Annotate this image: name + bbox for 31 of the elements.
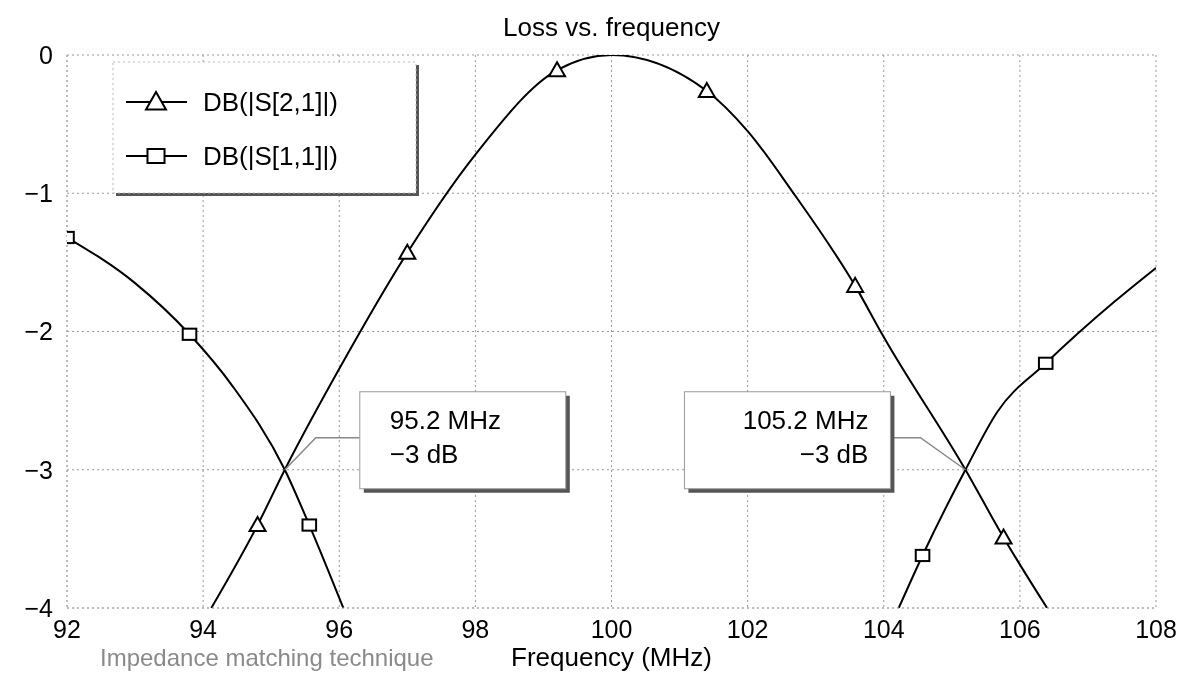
y-tick-label: −1 [24, 179, 53, 208]
chart-title: Loss vs. frequency [503, 12, 720, 42]
x-tick-label: 98 [461, 614, 490, 643]
annotation: 105.2 MHz −3 dB [742, 404, 869, 469]
x-tick-label: 96 [325, 614, 354, 643]
point [301, 518, 318, 532]
x-tick-label: 102 [726, 614, 769, 643]
annotation: 95.2 MHz −3 dB [389, 404, 502, 469]
point [548, 61, 567, 78]
x-tick-label: 106 [999, 614, 1041, 643]
point [846, 276, 865, 293]
y-tick-label: −3 [24, 455, 53, 484]
point [994, 528, 1013, 545]
x-tick-label: 94 [189, 614, 218, 643]
point [1037, 356, 1054, 370]
text: Impedance matching technique [100, 644, 434, 671]
y-tick-label: −4 [24, 593, 54, 622]
y-tick-label: 0 [39, 40, 53, 69]
x-tick-label: 100 [590, 614, 633, 643]
point [248, 516, 267, 533]
point [398, 243, 417, 260]
legend-label: DB(|S[2,1]|) [203, 87, 338, 117]
point [914, 548, 931, 563]
y-tick-label: −2 [24, 317, 53, 346]
legend-label: DB(|S[1,1]|) [203, 141, 338, 171]
point [697, 81, 716, 98]
x-tick-label: 104 [862, 614, 905, 643]
x-tick-label: 108 [1135, 614, 1177, 643]
x-tick-label: 92 [53, 614, 81, 643]
point [181, 327, 198, 341]
x-axis-title: Frequency (MHz) [511, 642, 712, 672]
